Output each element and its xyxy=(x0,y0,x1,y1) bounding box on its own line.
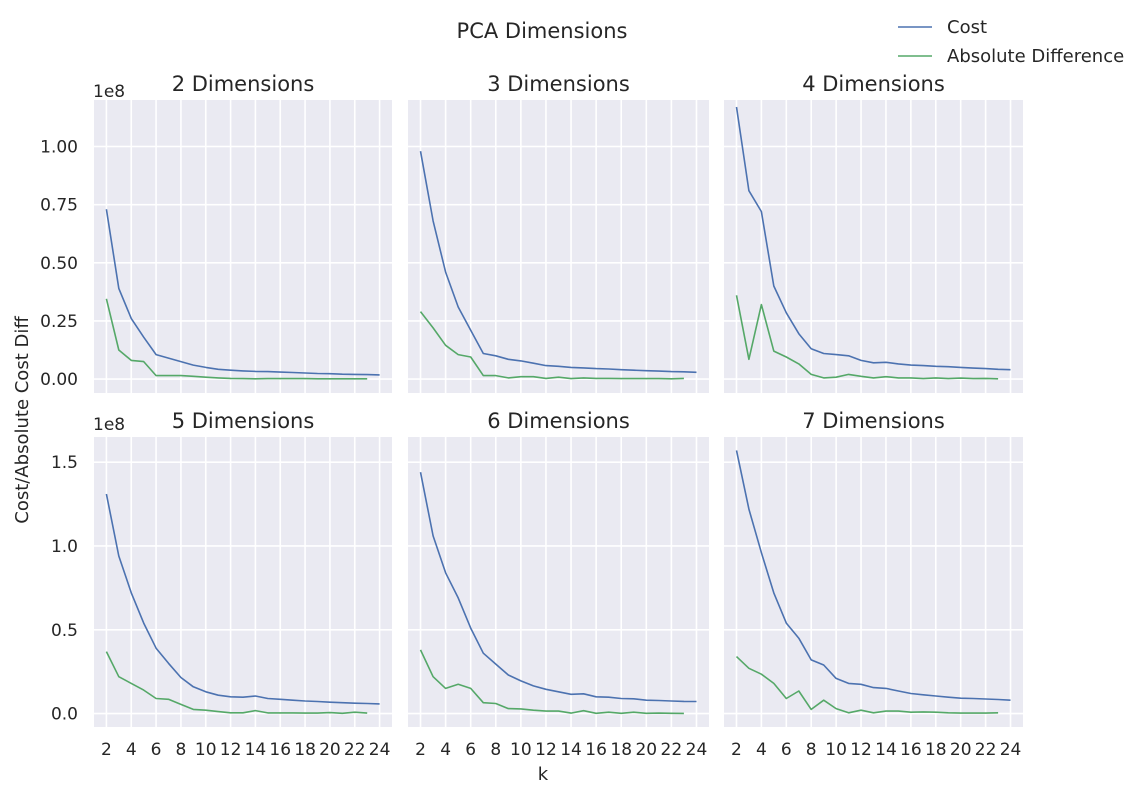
x-tick-label: 8 xyxy=(490,740,501,760)
figure-title: PCA Dimensions xyxy=(457,19,628,43)
x-tick-label: 24 xyxy=(1000,740,1022,760)
x-tick-label: 6 xyxy=(781,740,792,760)
x-axis-label: k xyxy=(538,764,549,785)
x-tick-label: 2 xyxy=(415,740,426,760)
y-tick-label: 1.00 xyxy=(40,138,78,158)
x-tick-label: 22 xyxy=(661,740,683,760)
x-tick-label: 22 xyxy=(975,740,997,760)
x-tick-label: 6 xyxy=(151,740,162,760)
series-line-cost xyxy=(419,151,697,374)
subplot-title: 7 Dimensions xyxy=(802,409,945,433)
y-axis-label: Cost/Absolute Cost Diff xyxy=(12,316,33,524)
x-tick-label: 16 xyxy=(269,740,291,760)
x-tick-label: 16 xyxy=(585,740,607,760)
series-line-absolute-difference xyxy=(735,295,999,380)
y-tick-label: 0.50 xyxy=(40,254,78,274)
y-offset-label-top-row: 1e8 xyxy=(93,82,125,102)
subplot-title: 2 Dimensions xyxy=(172,72,315,96)
series-line-cost xyxy=(735,106,1011,371)
y-tick-label: 0.5 xyxy=(51,621,78,641)
subplot-2: 3 Dimensions xyxy=(408,72,709,393)
x-tick-label: 20 xyxy=(319,740,341,760)
y-tick-label: 0.25 xyxy=(40,312,78,332)
x-tick-label: 18 xyxy=(610,740,632,760)
x-tick-label: 10 xyxy=(510,740,532,760)
x-tick-label: 24 xyxy=(369,740,391,760)
x-tick-label: 12 xyxy=(850,740,872,760)
x-tick-label: 10 xyxy=(825,740,847,760)
x-tick-label: 20 xyxy=(950,740,972,760)
x-tick-label: 16 xyxy=(900,740,922,760)
y-tick-label: 0.00 xyxy=(40,370,78,390)
y-tick-label: 0.0 xyxy=(51,705,78,725)
series-line-cost xyxy=(105,209,380,376)
subplot-title: 6 Dimensions xyxy=(487,409,630,433)
x-tick-label: 10 xyxy=(195,740,217,760)
x-tick-label: 14 xyxy=(560,740,582,760)
x-tick-label: 8 xyxy=(176,740,187,760)
x-tick-label: 18 xyxy=(925,740,947,760)
x-tick-label: 4 xyxy=(440,740,451,760)
x-tick-label: 2 xyxy=(731,740,742,760)
x-tick-label: 22 xyxy=(344,740,366,760)
series-line-cost xyxy=(105,493,380,705)
x-tick-label: 12 xyxy=(535,740,557,760)
x-tick-label: 8 xyxy=(806,740,817,760)
x-tick-label: 14 xyxy=(875,740,897,760)
plot-area xyxy=(724,100,1023,393)
subplot-title: 3 Dimensions xyxy=(487,72,630,96)
plot-area xyxy=(408,437,709,727)
subplot-3: 4 Dimensions xyxy=(724,72,1023,393)
legend: Cost Absolute Difference xyxy=(898,17,1124,67)
x-tick-label: 20 xyxy=(635,740,657,760)
plot-area xyxy=(94,100,392,393)
x-tick-label: 12 xyxy=(220,740,242,760)
plot-area xyxy=(408,100,709,393)
subplot-grid: 2 Dimensions 0.00 0.25 0.50 0.75 1.00 3 Dimens… xyxy=(40,72,1023,760)
y-tick-label: 0.75 xyxy=(40,196,78,216)
x-tick-label: 4 xyxy=(756,740,767,760)
series-line-absolute-difference xyxy=(419,311,684,380)
series-line-absolute-difference xyxy=(105,651,368,715)
series-line-absolute-difference xyxy=(735,656,999,714)
legend-label-absolute-difference: Absolute Difference xyxy=(947,46,1124,67)
series-line-absolute-difference xyxy=(419,649,684,715)
series-line-cost xyxy=(735,450,1011,701)
x-tick-label: 14 xyxy=(245,740,267,760)
plot-area xyxy=(724,437,1023,727)
plot-area xyxy=(94,437,392,727)
x-tick-label: 6 xyxy=(465,740,476,760)
x-tick-label: 24 xyxy=(686,740,708,760)
x-tick-label: 4 xyxy=(126,740,137,760)
y-tick-label: 1.0 xyxy=(51,537,78,557)
y-offset-label-bottom-row: 1e8 xyxy=(93,415,125,435)
series-line-absolute-difference xyxy=(105,298,368,380)
legend-label-cost: Cost xyxy=(947,17,987,38)
subplot-1: 2 Dimensions 0.00 0.25 0.50 0.75 1.00 xyxy=(40,72,392,393)
x-tick-label: 2 xyxy=(101,740,112,760)
subplot-title: 4 Dimensions xyxy=(802,72,945,96)
y-tick-label: 1.5 xyxy=(51,453,78,473)
x-tick-label: 18 xyxy=(294,740,316,760)
subplot-title: 5 Dimensions xyxy=(172,409,315,433)
series-line-cost xyxy=(419,472,697,703)
